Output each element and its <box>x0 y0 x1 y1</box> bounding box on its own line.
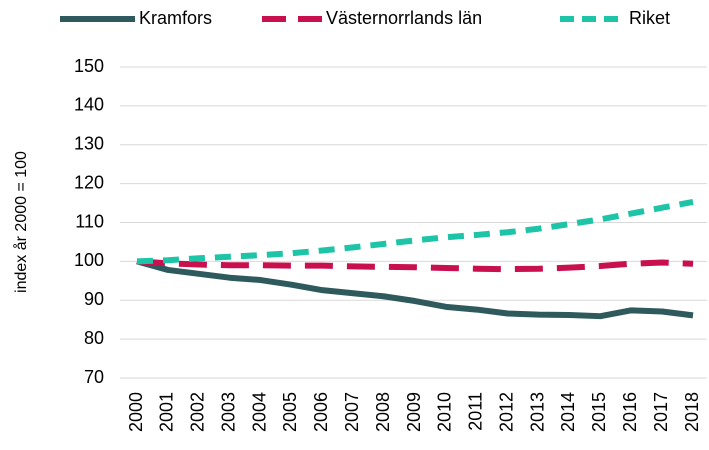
y-tick-label: 120 <box>74 172 104 192</box>
legend-label: Riket <box>629 8 670 28</box>
x-tick-label: 2011 <box>466 392 486 431</box>
y-tick-label: 80 <box>84 328 104 348</box>
x-tick-label: 2007 <box>342 392 362 432</box>
y-tick-label: 90 <box>84 289 104 309</box>
x-tick-label: 2016 <box>620 392 640 432</box>
legend-label: Västernorrlands län <box>326 8 482 28</box>
x-tick-label: 2014 <box>558 392 578 432</box>
y-tick-label: 140 <box>74 95 104 115</box>
series-line <box>136 258 694 320</box>
series-line <box>136 258 694 273</box>
x-tick-label: 2005 <box>280 392 300 432</box>
series-line <box>136 198 694 265</box>
x-tick-label: 2012 <box>496 392 516 432</box>
y-tick-label: 130 <box>74 134 104 154</box>
y-tick-label: 70 <box>84 367 104 387</box>
y-tick-label: 100 <box>74 250 104 270</box>
x-tick-label: 2009 <box>404 392 424 432</box>
x-tick-label: 2003 <box>218 392 238 432</box>
x-tick-label: 2006 <box>311 392 331 432</box>
x-tick-label: 2018 <box>682 392 702 432</box>
x-tick-label: 2017 <box>651 392 671 432</box>
y-tick-label: 150 <box>74 56 104 76</box>
x-tick-label: 2004 <box>249 392 269 432</box>
legend-label: Kramfors <box>139 8 212 28</box>
x-tick-label: 2010 <box>435 392 455 432</box>
x-tick-label: 2015 <box>589 392 609 432</box>
x-tick-label: 2002 <box>188 392 208 432</box>
x-tick-label: 2000 <box>126 392 146 432</box>
x-tick-label: 2008 <box>373 392 393 432</box>
y-axis-label: index år 2000 = 100 <box>12 151 30 293</box>
x-tick-label: 2001 <box>157 392 177 432</box>
x-tick-label: 2013 <box>527 392 547 432</box>
y-tick-label: 110 <box>75 211 104 231</box>
